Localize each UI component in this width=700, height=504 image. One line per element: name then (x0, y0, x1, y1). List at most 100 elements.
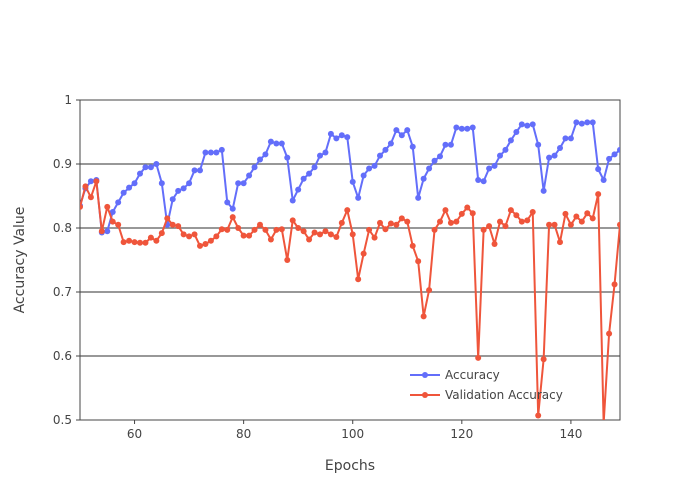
data-point-accuracy[interactable] (480, 178, 487, 185)
data-point-validation-accuracy[interactable] (491, 241, 498, 247)
data-point-accuracy[interactable] (246, 172, 253, 179)
data-point-validation-accuracy[interactable] (611, 281, 618, 288)
data-point-validation-accuracy[interactable] (147, 234, 154, 241)
data-point-accuracy[interactable] (486, 165, 493, 172)
legend-item-accuracy[interactable]: Accuracy (410, 368, 500, 382)
data-point-validation-accuracy[interactable] (218, 226, 225, 233)
data-point-validation-accuracy[interactable] (529, 209, 536, 215)
data-point-accuracy[interactable] (600, 177, 607, 183)
data-point-accuracy[interactable] (180, 185, 187, 192)
data-point-accuracy[interactable] (229, 205, 236, 212)
data-point-validation-accuracy[interactable] (377, 219, 383, 226)
data-point-validation-accuracy[interactable] (317, 231, 323, 238)
data-point-validation-accuracy[interactable] (197, 242, 203, 249)
data-point-accuracy[interactable] (524, 122, 531, 129)
data-point-validation-accuracy[interactable] (453, 218, 460, 225)
data-point-validation-accuracy[interactable] (464, 204, 471, 211)
data-point-validation-accuracy[interactable] (589, 215, 596, 222)
data-point-accuracy[interactable] (437, 153, 443, 160)
data-point-validation-accuracy[interactable] (546, 221, 553, 228)
data-point-validation-accuracy[interactable] (164, 215, 171, 222)
data-point-accuracy[interactable] (267, 138, 274, 145)
data-point-validation-accuracy[interactable] (584, 210, 591, 217)
data-point-accuracy[interactable] (355, 194, 362, 201)
data-point-accuracy[interactable] (153, 161, 160, 167)
data-point-validation-accuracy[interactable] (213, 233, 220, 240)
data-point-validation-accuracy[interactable] (518, 218, 525, 225)
data-point-accuracy[interactable] (535, 141, 542, 148)
data-point-accuracy[interactable] (442, 141, 449, 148)
data-point-validation-accuracy[interactable] (169, 221, 176, 228)
data-point-validation-accuracy[interactable] (497, 218, 503, 225)
data-point-validation-accuracy[interactable] (207, 237, 214, 244)
data-point-accuracy[interactable] (502, 146, 509, 153)
data-point-accuracy[interactable] (213, 149, 220, 156)
data-point-accuracy[interactable] (207, 149, 214, 156)
data-point-accuracy[interactable] (311, 164, 318, 171)
data-point-accuracy[interactable] (338, 132, 345, 139)
data-point-validation-accuracy[interactable] (126, 237, 133, 244)
data-point-validation-accuracy[interactable] (306, 236, 313, 243)
data-point-accuracy[interactable] (606, 155, 613, 162)
data-point-accuracy[interactable] (617, 146, 623, 153)
data-point-validation-accuracy[interactable] (77, 203, 83, 210)
data-point-validation-accuracy[interactable] (360, 250, 367, 257)
data-point-accuracy[interactable] (317, 152, 323, 159)
data-point-validation-accuracy[interactable] (551, 221, 558, 228)
data-point-accuracy[interactable] (137, 170, 143, 177)
data-point-validation-accuracy[interactable] (300, 228, 307, 235)
data-point-validation-accuracy[interactable] (273, 226, 280, 233)
data-point-validation-accuracy[interactable] (535, 412, 542, 419)
data-point-accuracy[interactable] (126, 184, 133, 191)
data-point-validation-accuracy[interactable] (617, 221, 623, 228)
data-point-accuracy[interactable] (557, 145, 563, 151)
data-point-accuracy[interactable] (115, 199, 122, 206)
data-point-validation-accuracy[interactable] (366, 226, 373, 233)
data-point-accuracy[interactable] (567, 135, 574, 142)
data-point-validation-accuracy[interactable] (578, 218, 585, 225)
data-point-validation-accuracy[interactable] (431, 226, 438, 233)
data-point-validation-accuracy[interactable] (115, 221, 122, 228)
data-point-validation-accuracy[interactable] (327, 231, 334, 238)
data-point-accuracy[interactable] (404, 127, 411, 134)
data-point-accuracy[interactable] (278, 140, 285, 147)
data-point-validation-accuracy[interactable] (447, 219, 454, 226)
data-point-validation-accuracy[interactable] (240, 232, 247, 239)
data-point-accuracy[interactable] (300, 175, 307, 182)
data-point-accuracy[interactable] (147, 164, 154, 171)
data-point-validation-accuracy[interactable] (398, 215, 405, 222)
data-point-validation-accuracy[interactable] (104, 203, 111, 210)
data-point-accuracy[interactable] (529, 121, 536, 128)
data-point-accuracy[interactable] (262, 151, 269, 158)
data-point-accuracy[interactable] (120, 189, 127, 196)
data-point-validation-accuracy[interactable] (415, 258, 422, 265)
data-point-validation-accuracy[interactable] (120, 239, 127, 246)
data-point-accuracy[interactable] (186, 180, 193, 187)
data-point-accuracy[interactable] (169, 196, 176, 203)
data-point-validation-accuracy[interactable] (246, 232, 253, 239)
data-point-accuracy[interactable] (551, 152, 558, 159)
data-point-accuracy[interactable] (158, 180, 165, 187)
data-point-accuracy[interactable] (469, 124, 476, 131)
data-point-accuracy[interactable] (458, 125, 465, 132)
data-point-accuracy[interactable] (360, 172, 367, 179)
data-point-validation-accuracy[interactable] (480, 226, 487, 233)
data-point-validation-accuracy[interactable] (349, 231, 356, 238)
data-point-accuracy[interactable] (475, 177, 482, 183)
data-point-accuracy[interactable] (387, 140, 394, 147)
data-point-validation-accuracy[interactable] (289, 217, 296, 224)
data-point-validation-accuracy[interactable] (338, 219, 345, 226)
data-point-accuracy[interactable] (322, 149, 329, 156)
data-point-accuracy[interactable] (491, 162, 498, 169)
data-point-accuracy[interactable] (131, 180, 138, 187)
data-point-validation-accuracy[interactable] (284, 257, 291, 263)
data-point-validation-accuracy[interactable] (229, 214, 236, 221)
data-point-validation-accuracy[interactable] (507, 207, 514, 214)
data-point-validation-accuracy[interactable] (278, 226, 285, 233)
data-point-validation-accuracy[interactable] (267, 236, 274, 243)
data-point-validation-accuracy[interactable] (262, 226, 269, 233)
data-point-accuracy[interactable] (349, 178, 356, 185)
data-point-validation-accuracy[interactable] (437, 218, 443, 225)
data-point-validation-accuracy[interactable] (333, 233, 340, 240)
data-point-accuracy[interactable] (218, 146, 225, 153)
